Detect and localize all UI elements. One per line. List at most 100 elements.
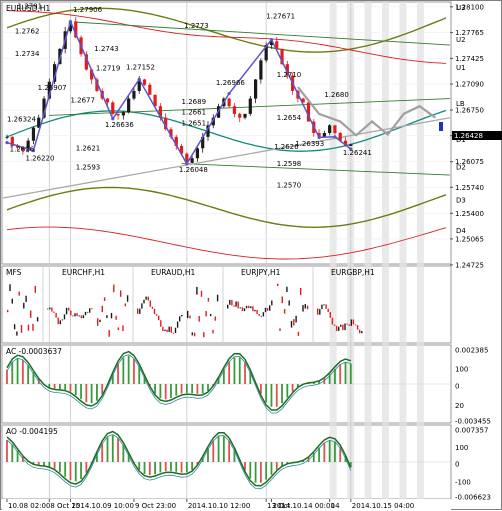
histogram-bar — [281, 462, 283, 466]
histogram-bar — [11, 362, 14, 384]
price-annotation: 1.2762 — [15, 28, 40, 36]
histogram-bar — [233, 449, 236, 462]
pair-candle — [321, 304, 323, 310]
candle-body — [349, 144, 353, 146]
ao-title: AO -0.004195 — [6, 427, 58, 436]
histogram-bar — [74, 384, 77, 395]
pair-candle — [80, 315, 82, 319]
level-label: D1 — [456, 136, 466, 144]
histogram-bar — [80, 384, 82, 399]
pair-candle — [172, 332, 175, 334]
forecast-stripe — [382, 2, 390, 499]
candle-body — [317, 133, 321, 137]
pair-candle — [36, 317, 39, 322]
price-annotation: 1.2621 — [76, 145, 101, 153]
pair-candle — [189, 315, 191, 319]
pair-candle — [20, 324, 23, 333]
pair-candle — [193, 332, 196, 337]
pair-candle — [283, 309, 286, 314]
ma-red-upper — [6, 10, 447, 64]
histogram-bar — [222, 369, 225, 384]
ac-title: AC -0.0003637 — [6, 347, 62, 356]
zigzag-point — [137, 77, 141, 81]
pair-candle — [61, 319, 64, 321]
price-annotation: 1.27671 — [266, 12, 295, 20]
histogram-bar — [270, 384, 273, 407]
candle-body — [42, 98, 46, 118]
y-tick-label: 1.24725 — [455, 261, 484, 269]
pair-candle — [32, 323, 34, 331]
histogram-bar — [170, 462, 172, 471]
x-tick-label: 2014.10.15 04:00 — [352, 502, 414, 510]
candle-body — [322, 133, 326, 137]
pair-candle — [340, 324, 342, 327]
pair-candle — [245, 305, 248, 309]
osc-tick-label: 0.007357 — [455, 427, 488, 435]
pair-candle — [325, 304, 327, 309]
pair-candle — [68, 307, 70, 311]
histogram-bar — [48, 384, 51, 388]
histogram-bar — [254, 462, 257, 483]
pair-candle — [210, 313, 212, 317]
histogram-bar — [64, 384, 67, 390]
x-tick-label: 2014.10.14 00:00 — [272, 502, 334, 510]
pair-candle — [34, 285, 36, 293]
price-annotation: 1.27152 — [126, 64, 155, 72]
pair-candle — [120, 290, 122, 297]
histogram-bar — [244, 462, 246, 471]
forecast-shade — [329, 2, 424, 499]
pair-candle — [286, 286, 288, 293]
candle-body — [132, 90, 136, 99]
histogram-bar — [228, 361, 231, 384]
pair-candle — [51, 307, 53, 312]
zigzag-point — [317, 135, 321, 139]
histogram-bar — [127, 355, 130, 384]
histogram-bar — [127, 454, 130, 462]
pair-candle — [106, 315, 108, 319]
oscillator-line — [6, 430, 352, 487]
pair-candle — [137, 308, 139, 314]
pairs-panel-label: MFS — [6, 268, 22, 277]
pair-candle — [174, 327, 177, 334]
histogram-bar — [148, 462, 151, 476]
histogram-bar — [11, 444, 14, 462]
pair-candle — [97, 318, 99, 326]
pair-candle — [256, 309, 258, 315]
histogram-bar — [154, 384, 156, 394]
pair-candle — [110, 312, 113, 319]
pair-candle — [113, 284, 115, 293]
pair-candle — [348, 324, 350, 326]
histogram-bar — [101, 443, 104, 462]
x-tick-label: 9 Oct 23:00 — [135, 502, 176, 510]
pair-candle — [327, 308, 329, 312]
candle-body — [95, 79, 99, 91]
pair-candle — [295, 315, 297, 323]
histogram-bar — [222, 436, 225, 462]
price-annotation: 1.26966 — [216, 79, 245, 87]
osc-tick-label: 0 — [455, 461, 459, 469]
pair-candle — [25, 295, 27, 303]
price-marker-icon — [439, 122, 443, 131]
histogram-bar — [122, 445, 125, 462]
candle-body — [148, 84, 152, 95]
histogram-bar — [275, 384, 278, 407]
pair-candle — [53, 311, 55, 313]
price-annotation: 1.2677 — [70, 96, 95, 104]
histogram-bar — [191, 384, 194, 394]
ac-axis: 0.002385 100 0 20 -0.003455 — [455, 347, 491, 426]
candle-body — [15, 146, 20, 148]
pair-candle — [124, 303, 126, 307]
candle-body — [47, 81, 51, 99]
forecast-stripe — [399, 2, 407, 499]
histogram-bar — [16, 450, 19, 462]
histogram-bar — [297, 384, 299, 387]
forecast-stripe — [329, 2, 337, 499]
x-tick-label: 2014.10.10 12:00 — [188, 502, 250, 510]
histogram-bar — [154, 462, 156, 475]
pair-candle — [47, 308, 49, 310]
pair-candle — [181, 314, 183, 317]
histogram-bar — [21, 360, 24, 384]
moving-averages — [2, 7, 451, 260]
